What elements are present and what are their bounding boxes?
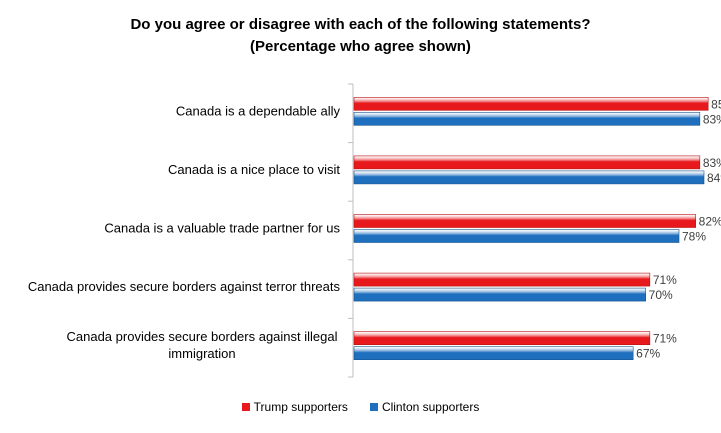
bar-trump (353, 331, 651, 346)
legend-label-clinton: Clinton supporters (381, 400, 480, 414)
bar-clinton (353, 229, 680, 243)
bar-clinton (353, 346, 634, 361)
data-label: 67% (636, 347, 660, 361)
data-label: 71% (653, 273, 677, 287)
data-label: 85% (711, 97, 721, 111)
bar-trump (353, 214, 696, 228)
legend-swatch-trump (241, 403, 250, 411)
category-label: Canada is a valuable trade partner for u… (104, 221, 340, 236)
category-label: Canada is a dependable ally (176, 103, 341, 118)
data-label: 78% (682, 230, 706, 244)
data-label: 70% (649, 288, 673, 302)
chart-subtitle: (Percentage who agree shown) (250, 38, 471, 55)
legend-label-trump: Trump supporters (253, 400, 348, 414)
data-label: 83% (703, 156, 721, 170)
chart-title: Do you agree or disagree with each of th… (130, 16, 591, 33)
category-label: Canada is a nice place to visit (168, 162, 340, 177)
data-label: 84% (707, 171, 721, 185)
legend-item-clinton: Clinton supporters (369, 400, 480, 414)
bar-clinton (353, 112, 701, 126)
bar-trump (353, 155, 701, 170)
data-label: 71% (653, 332, 677, 346)
legend-swatch-clinton (369, 403, 378, 411)
bar-trump (353, 97, 709, 111)
bar-clinton (353, 287, 646, 302)
category-label: Canada provides secure borders against i… (67, 329, 338, 361)
bar-trump (353, 272, 651, 287)
data-label: 83% (703, 112, 721, 126)
category-label: Canada provides secure borders against t… (28, 279, 341, 294)
data-label: 82% (699, 215, 721, 229)
legend-item-trump: Trump supporters (241, 400, 348, 414)
bar-clinton (353, 170, 705, 185)
legend: Trump supporters Clinton supporters (0, 400, 721, 414)
chart-title-block: Do you agree or disagree with each of th… (0, 14, 721, 58)
